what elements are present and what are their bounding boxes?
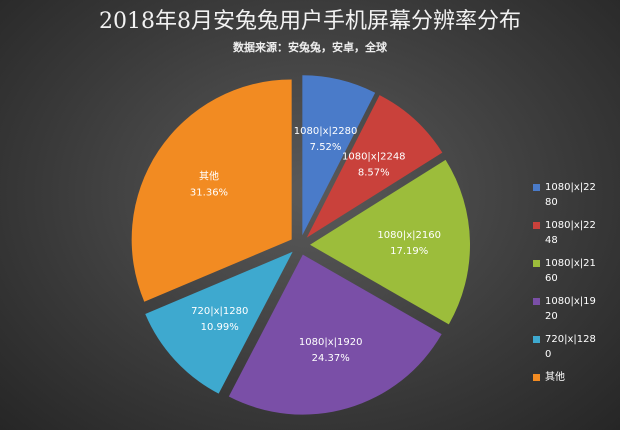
slice-value: 17.19%: [390, 246, 428, 257]
legend-swatch: [533, 374, 540, 381]
slice-category: 720|x|1280: [191, 306, 248, 317]
slice-category: 1080|x|2248: [342, 151, 406, 162]
pie-slice: [306, 95, 443, 238]
legend-swatch: [533, 336, 540, 343]
legend-label: 1080|x|1920: [545, 296, 596, 322]
slice-category: 其他: [199, 170, 219, 183]
slice-value: 8.57%: [358, 167, 390, 178]
legend: 1080|x|2280 1080|x|2248 1080|x|2160 1080|x|…: [533, 180, 615, 393]
pie-slice: [309, 159, 470, 325]
legend-swatch: [533, 222, 540, 229]
chart-subtitle: 数据来源：安兔兔，安卓，全球: [233, 40, 388, 54]
pie-slice: [302, 75, 376, 236]
pie-slice: [145, 251, 293, 394]
legend-label: 1080|x|2160: [545, 258, 596, 284]
slice-category: 1080|x|2280: [294, 126, 358, 137]
legend-item: 1080|x|1920: [533, 294, 601, 324]
slice-value: 31.36%: [190, 188, 228, 199]
legend-item: 720|x|1280: [533, 332, 601, 362]
legend-item: 其他: [533, 370, 601, 385]
legend-swatch: [533, 184, 540, 191]
legend-item: 1080|x|2160: [533, 256, 601, 286]
slice-category: 1080|x|2160: [377, 230, 441, 241]
chart-title: 2018年8月安兔兔用户手机屏幕分辨率分布: [99, 9, 521, 34]
slice-value: 10.99%: [201, 322, 239, 333]
legend-swatch: [533, 298, 540, 305]
legend-label: 其他: [545, 372, 565, 383]
legend-label: 720|x|1280: [545, 334, 596, 360]
slice-category: 1080|x|1920: [299, 337, 363, 348]
legend-item: 1080|x|2280: [533, 180, 601, 210]
slice-value: 7.52%: [310, 142, 342, 153]
pie-slice: [228, 254, 442, 415]
legend-item: 1080|x|2248: [533, 218, 601, 248]
slice-value: 24.37%: [312, 353, 350, 364]
legend-label: 1080|x|2280: [545, 182, 596, 208]
pie-slice: [131, 79, 292, 302]
legend-label: 1080|x|2248: [545, 220, 596, 246]
legend-swatch: [533, 260, 540, 267]
